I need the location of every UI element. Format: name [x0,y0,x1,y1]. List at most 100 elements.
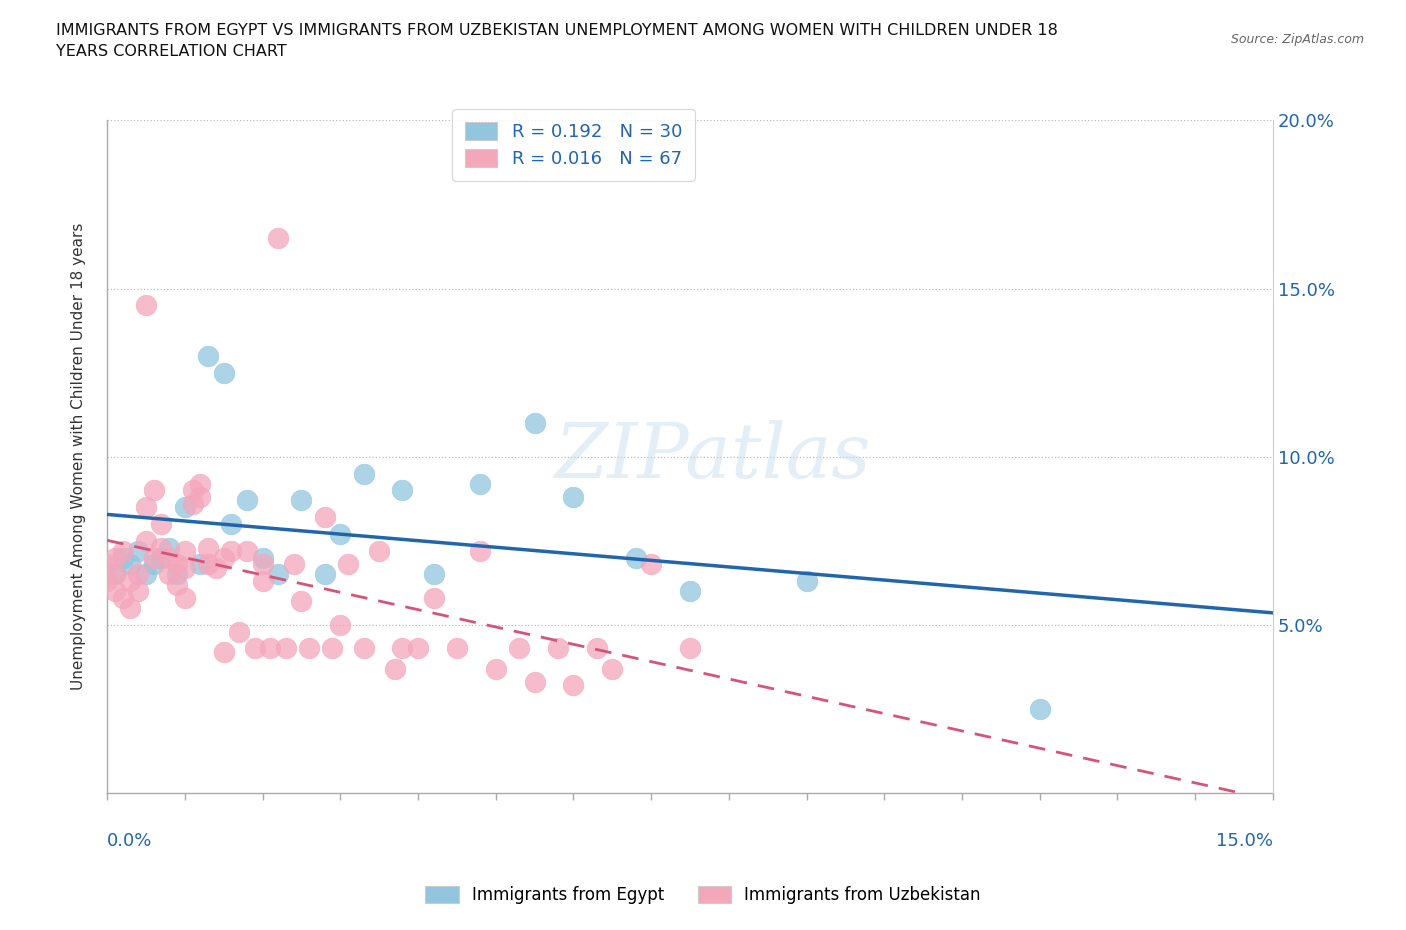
Point [157,551,180,565]
Point [391,483,413,498]
Point [446,641,468,656]
Point [96,557,118,572]
Point [221,516,243,531]
Point [135,534,157,549]
Point [188,490,211,505]
Point [212,551,235,565]
Point [142,557,165,572]
Point [120,557,142,572]
Point [391,641,413,656]
Point [523,416,546,431]
Point [508,641,530,656]
Point [267,231,290,246]
Point [329,526,352,541]
Point [468,543,491,558]
Point [150,551,173,565]
Point [368,543,391,558]
Point [283,557,305,572]
Point [236,543,259,558]
Point [173,543,195,558]
Point [585,641,607,656]
Point [104,567,127,582]
Point [679,641,702,656]
Point [422,567,444,582]
Point [135,298,157,312]
Point [353,466,375,481]
Point [188,476,211,491]
Legend: R = 0.192   N = 30, R = 0.016   N = 67: R = 0.192 N = 30, R = 0.016 N = 67 [453,110,695,180]
Point [111,551,134,565]
Point [181,497,204,512]
Point [166,557,188,572]
Point [221,543,243,558]
Point [150,540,173,555]
Point [157,540,180,555]
Point [600,661,623,676]
Point [96,574,118,589]
Point [298,641,321,656]
Point [188,557,211,572]
Point [228,624,250,639]
Point [314,510,336,525]
Point [796,574,818,589]
Point [406,641,429,656]
Point [166,567,188,582]
Point [290,594,312,609]
Point [104,551,127,565]
Point [142,551,165,565]
Point [127,567,149,582]
Point [135,499,157,514]
Legend: Immigrants from Egypt, Immigrants from Uzbekistan: Immigrants from Egypt, Immigrants from U… [418,878,988,912]
Point [252,551,274,565]
Point [120,601,142,616]
Point [384,661,406,676]
Point [329,618,352,632]
Point [205,560,228,575]
Text: IMMIGRANTS FROM EGYPT VS IMMIGRANTS FROM UZBEKISTAN UNEMPLOYMENT AMONG WOMEN WIT: IMMIGRANTS FROM EGYPT VS IMMIGRANTS FROM… [56,23,1059,60]
Point [173,560,195,575]
Point [562,678,585,693]
Point [173,591,195,605]
Text: Source: ZipAtlas.com: Source: ZipAtlas.com [1230,33,1364,46]
Point [259,641,281,656]
Point [120,574,142,589]
Point [267,567,290,582]
Point [353,641,375,656]
Point [111,591,134,605]
Point [243,641,266,656]
Point [111,543,134,558]
Text: 15.0%: 15.0% [1216,832,1272,850]
Point [679,584,702,599]
Point [150,516,173,531]
Point [104,567,127,582]
Point [422,591,444,605]
Point [197,557,219,572]
Point [236,493,259,508]
Point [212,365,235,380]
Point [1028,701,1050,716]
Point [127,584,149,599]
Point [127,543,149,558]
Y-axis label: Unemployment Among Women with Children Under 18 years: Unemployment Among Women with Children U… [72,223,86,690]
Point [157,567,180,582]
Text: 0.0%: 0.0% [107,832,152,850]
Point [624,551,647,565]
Point [485,661,508,676]
Point [321,641,343,656]
Point [290,493,312,508]
Point [181,483,204,498]
Point [468,476,491,491]
Point [212,644,235,659]
Text: ZIPatlas: ZIPatlas [555,419,872,494]
Point [337,557,360,572]
Point [104,584,127,599]
Point [135,567,157,582]
Point [142,483,165,498]
Point [197,540,219,555]
Point [197,349,219,364]
Point [314,567,336,582]
Point [562,490,585,505]
Point [640,557,662,572]
Point [547,641,569,656]
Point [252,557,274,572]
